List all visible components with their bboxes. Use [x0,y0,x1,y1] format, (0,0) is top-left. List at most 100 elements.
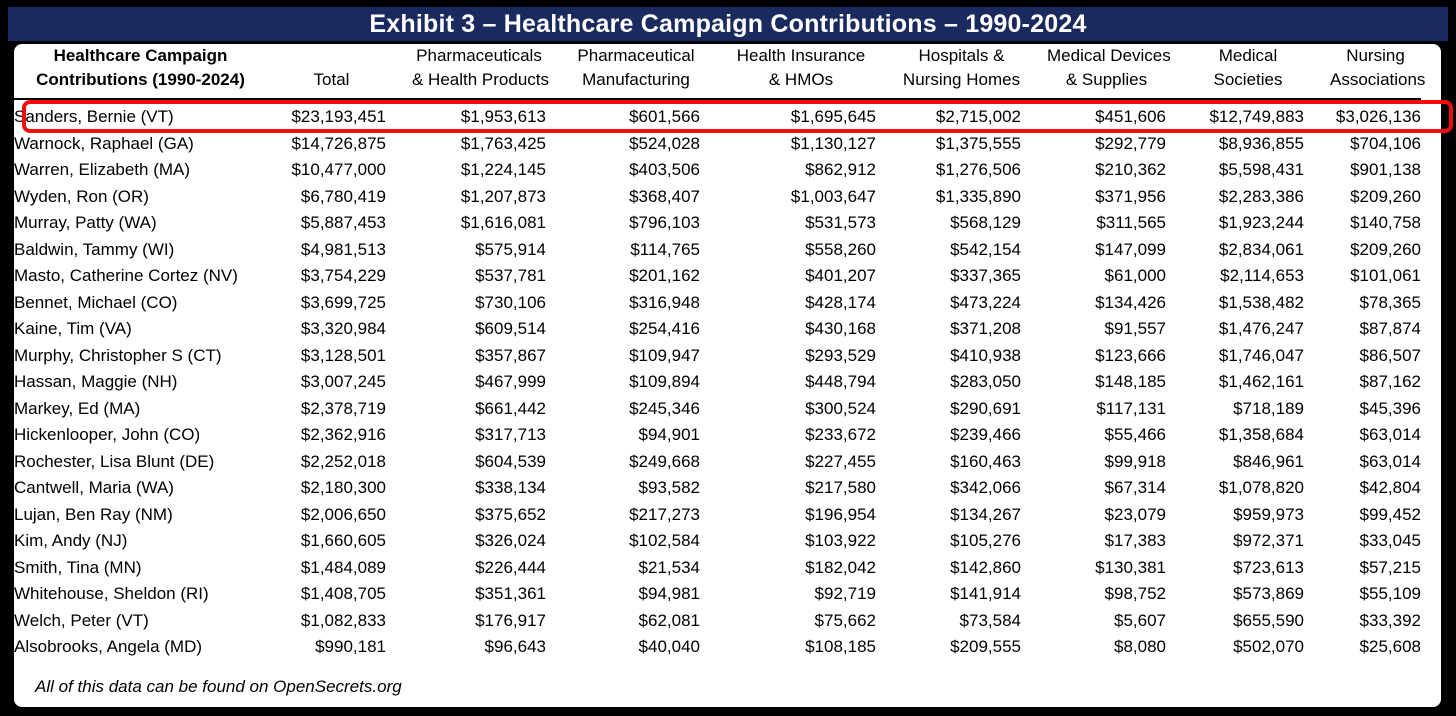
column-header-medical-devices-supplies: Medical Devices & Supplies [1021,44,1171,100]
amount-cell: $93,582 [638,478,700,498]
amount-cell: $300,524 [805,398,876,418]
amount-cell: $375,652 [475,504,546,524]
amount-cell: $10,477,000 [291,160,386,180]
contributor-name: Hassan, Maggie (NH) [14,372,178,392]
amount-cell: $78,365 [1359,292,1421,312]
amount-cell: $209,260 [1350,186,1421,206]
amount-cell: $201,162 [629,266,700,286]
amount-cell: $846,961 [1233,451,1304,471]
amount-cell: $23,193,451 [291,107,386,127]
amount-cell: $87,874 [1359,319,1421,339]
amount-cell: $704,106 [1350,133,1421,153]
table-row: Welch, Peter (VT) $1,082,833 $176,917 $62,0… [14,608,1421,635]
amount-cell: $1,358,684 [1218,425,1304,445]
amount-cell: $23,079 [1104,504,1166,524]
amount-cell: $371,956 [1095,186,1166,206]
amount-cell: $96,643 [484,637,546,657]
amount-cell: $86,507 [1359,345,1421,365]
amount-cell: $209,260 [1350,239,1421,259]
amount-cell: $62,081 [638,610,700,630]
amount-cell: $403,506 [629,160,700,180]
amount-cell: $105,276 [950,531,1021,551]
contributor-name: Whitehouse, Sheldon (RI) [14,584,209,604]
amount-cell: $245,346 [629,398,700,418]
amount-cell: $3,699,725 [300,292,386,312]
table-row: Sanders, Bernie (VT) $23,193,451 $1,953,61… [14,104,1421,131]
amount-cell: $2,006,650 [300,504,386,524]
amount-cell: $239,466 [950,425,1021,445]
amount-cell: $448,794 [805,372,876,392]
amount-cell: $8,080 [1114,637,1166,657]
amount-cell: $451,606 [1095,107,1166,127]
amount-cell: $25,608 [1359,637,1421,657]
amount-cell: $2,252,018 [300,451,386,471]
amount-cell: $109,947 [629,345,700,365]
amount-cell: $5,607 [1114,610,1166,630]
amount-cell: $972,371 [1233,531,1304,551]
amount-cell: $123,666 [1095,345,1166,365]
table-row: Warren, Elizabeth (MA) $10,477,000 $1,224,… [14,157,1421,184]
amount-cell: $467,999 [475,372,546,392]
amount-cell: $210,362 [1095,160,1166,180]
amount-cell: $1,695,645 [790,107,876,127]
amount-cell: $134,426 [1095,292,1166,312]
amount-cell: $73,584 [959,610,1021,630]
amount-cell: $142,860 [950,557,1021,577]
amount-cell: $1,763,425 [460,133,546,153]
amount-cell: $531,573 [805,213,876,233]
table-row: Whitehouse, Sheldon (RI) $1,408,705 $351,3… [14,581,1421,608]
amount-cell: $1,130,127 [790,133,876,153]
amount-cell: $290,691 [950,398,1021,418]
contributor-name: Lujan, Ben Ray (NM) [14,504,173,524]
amount-cell: $2,378,719 [300,398,386,418]
amount-cell: $114,765 [630,239,700,259]
amount-cell: $254,416 [629,319,700,339]
amount-cell: $524,028 [629,133,700,153]
amount-cell: $351,361 [475,584,546,604]
amount-cell: $6,780,419 [300,186,386,206]
amount-cell: $1,082,833 [300,610,386,630]
amount-cell: $316,948 [629,292,700,312]
table-row: Murray, Patty (WA) $5,887,453 $1,616,081 $7… [14,210,1421,237]
contributor-name: Sanders, Bernie (VT) [14,107,174,127]
contributor-name: Masto, Catherine Cortez (NV) [14,266,238,286]
amount-cell: $428,174 [805,292,876,312]
table-row: Warnock, Raphael (GA) $14,726,875 $1,763,4… [14,131,1421,158]
table-row: Kim, Andy (NJ) $1,660,605 $326,024 $102,584… [14,528,1421,555]
column-header-medical-societies: Medical Societies [1166,44,1304,100]
amount-cell: $8,936,855 [1218,133,1304,153]
amount-cell: $233,672 [805,425,876,445]
amount-cell: $21,534 [638,557,700,577]
contributor-name: Warren, Elizabeth (MA) [14,160,191,180]
table-row: Alsobrooks, Angela (MD) $990,181 $96,643 $4… [14,634,1421,661]
column-header-total: Total [251,44,386,100]
table-body: Sanders, Bernie (VT) $23,193,451 $1,953,61… [14,99,1421,661]
amount-cell: $103,922 [805,531,876,551]
amount-cell: $109,894 [629,372,700,392]
contributor-name: Warnock, Raphael (GA) [14,133,194,153]
amount-cell: $283,050 [950,372,1021,392]
amount-cell: $1,375,555 [935,133,1021,153]
amount-cell: $3,007,245 [300,372,386,392]
table-row: Murphy, Christopher S (CT) $3,128,501 $357… [14,343,1421,370]
column-header-contributor: Healthcare Campaign Contributions (1990-2… [14,44,251,100]
column-header-pharmaceutical-manufacturing: Pharmaceutical Manufacturing [546,44,700,100]
amount-cell: $604,539 [475,451,546,471]
amount-cell: $1,923,244 [1218,213,1304,233]
contributor-name: Kim, Andy (NJ) [14,531,128,551]
amount-cell: $227,455 [805,451,876,471]
amount-cell: $1,335,890 [935,186,1021,206]
amount-cell: $718,189 [1233,398,1304,418]
amount-cell: $12,749,883 [1209,107,1304,127]
amount-cell: $2,715,002 [935,107,1021,127]
amount-cell: $33,392 [1359,610,1421,630]
amount-cell: $61,000 [1104,266,1166,286]
contributor-name: Kaine, Tim (VA) [14,319,132,339]
amount-cell: $140,758 [1350,213,1421,233]
amount-cell: $91,557 [1104,319,1166,339]
contributor-name: Smith, Tina (MN) [14,557,142,577]
contributor-name: Alsobrooks, Angela (MD) [14,637,203,657]
amount-cell: $5,598,431 [1218,160,1304,180]
amount-cell: $55,466 [1104,425,1166,445]
amount-cell: $558,260 [805,239,876,259]
